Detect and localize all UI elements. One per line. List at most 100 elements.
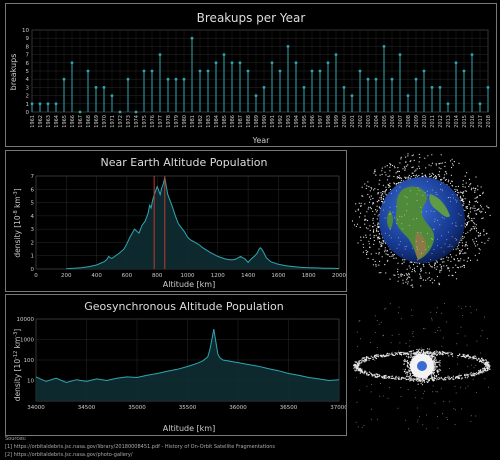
geo-chart: Geosynchronous Altitude Population densi… xyxy=(13,300,348,433)
geo-xlabel: Altitude [km] xyxy=(163,424,215,433)
x-tick-label: 2003 xyxy=(366,115,372,128)
x-tick-label: 1968 xyxy=(86,115,92,128)
x-tick-label: 1990 xyxy=(262,115,268,128)
y-tick-label: 10000 xyxy=(17,317,35,323)
x-tick-label: 400 xyxy=(91,273,102,279)
near-earth-ylabel: density [10-8 km-3] xyxy=(13,188,22,257)
x-tick-label: 1992 xyxy=(278,115,284,128)
x-tick-label: 1974 xyxy=(134,115,140,128)
stem-marker xyxy=(222,53,226,56)
x-tick-label: 800 xyxy=(152,273,163,279)
x-tick-label: 1999 xyxy=(334,115,340,128)
x-tick-label: 1975 xyxy=(142,115,148,128)
y-tick-label: 10 xyxy=(27,379,34,385)
x-tick-label: 1997 xyxy=(318,115,324,128)
y-tick-label: 0 xyxy=(31,267,35,273)
density-area xyxy=(36,329,339,401)
x-tick-label: 1978 xyxy=(166,115,172,128)
source-link-1[interactable]: [1] https://orbitaldebris.jsc.nasa.gov/l… xyxy=(5,444,276,450)
x-tick-label: 2010 xyxy=(422,115,428,128)
y-tick-label: 1000 xyxy=(20,338,34,344)
stem-marker xyxy=(102,86,106,89)
stem-marker xyxy=(470,53,474,56)
sources-heading: Sources: xyxy=(5,436,27,442)
density-line xyxy=(35,329,340,384)
y-tick-label: 3 xyxy=(26,85,30,91)
stem-marker xyxy=(246,69,250,73)
x-tick-label: 34000 xyxy=(27,405,45,411)
stem-marker xyxy=(78,110,82,114)
stem-marker xyxy=(110,94,114,97)
geo-ylabel: density [10-12 km-3] xyxy=(13,329,22,402)
geo-panel: Geosynchronous Altitude Population densi… xyxy=(5,294,348,436)
stem-marker xyxy=(262,86,266,89)
x-tick-label: 1996 xyxy=(310,115,316,128)
stem-marker xyxy=(446,102,450,106)
stem-marker xyxy=(166,77,170,81)
x-tick-label: 1983 xyxy=(206,115,212,128)
stem-marker xyxy=(302,86,306,89)
y-tick-label: 0 xyxy=(26,110,30,116)
x-tick-label: 1994 xyxy=(294,115,300,128)
x-tick-label: 36000 xyxy=(229,405,247,411)
y-tick-label: 1 xyxy=(26,102,30,108)
x-tick-label: 1993 xyxy=(286,115,292,128)
stem-marker xyxy=(366,77,370,81)
geo-title: Geosynchronous Altitude Population xyxy=(84,300,283,313)
stem-marker xyxy=(118,110,122,114)
x-tick-label: 2000 xyxy=(332,273,346,279)
stem-marker xyxy=(254,94,258,97)
stem-marker xyxy=(430,86,434,89)
x-tick-label: 2017 xyxy=(478,115,484,128)
stem-marker xyxy=(414,77,418,81)
stem-marker xyxy=(190,36,194,40)
x-tick-label: 1987 xyxy=(238,115,244,128)
x-tick-label: 2016 xyxy=(470,115,476,128)
x-tick-label: 1972 xyxy=(118,115,124,128)
stem-marker xyxy=(342,86,346,89)
x-tick-label: 1976 xyxy=(150,115,156,128)
stem-marker xyxy=(422,69,426,73)
source-link-2[interactable]: [2] https://orbitaldebris.jsc.nasa.gov/p… xyxy=(5,452,133,458)
stem-marker xyxy=(30,102,34,106)
earth-globe-icon xyxy=(351,153,491,288)
x-tick-label: 2009 xyxy=(414,115,420,128)
x-tick-label: 0 xyxy=(34,273,38,279)
stem-marker xyxy=(46,102,50,106)
stem-marker xyxy=(134,110,138,114)
y-tick-label: 6 xyxy=(26,61,30,67)
stem-marker xyxy=(358,69,362,73)
stem-marker xyxy=(158,53,162,56)
stem-marker xyxy=(462,69,466,73)
y-tick-label: 8 xyxy=(26,44,30,50)
breakups-ylabel: breakups xyxy=(9,54,18,91)
x-tick-label: 600 xyxy=(122,273,133,279)
stem-marker xyxy=(374,77,378,81)
stem-marker xyxy=(286,45,290,48)
stem-marker xyxy=(270,61,274,65)
stem-marker xyxy=(350,94,354,97)
breakups-title: Breakups per Year xyxy=(197,11,306,25)
y-tick-label: 4 xyxy=(31,214,35,220)
x-tick-label: 2008 xyxy=(406,115,412,128)
x-tick-label: 1984 xyxy=(214,115,220,128)
stem-marker xyxy=(198,69,202,73)
near-earth-panel: Near Earth Altitude Population density [… xyxy=(5,150,347,292)
x-tick-label: 1200 xyxy=(211,273,225,279)
x-tick-label: 1980 xyxy=(182,115,188,128)
stem-marker xyxy=(310,69,314,73)
x-tick-label: 1985 xyxy=(222,115,228,128)
stem-marker xyxy=(230,61,234,65)
stem-marker xyxy=(86,69,90,73)
x-tick-label: 2012 xyxy=(438,115,444,128)
stem-marker xyxy=(334,53,338,56)
stem-marker xyxy=(62,77,66,81)
x-tick-label: 1967 xyxy=(78,115,84,128)
y-tick-label: 2 xyxy=(26,94,30,100)
x-tick-label: 1989 xyxy=(254,115,260,128)
stem-marker xyxy=(174,77,178,81)
x-tick-label: 1965 xyxy=(62,115,68,128)
stem-marker xyxy=(398,53,402,56)
x-tick-label: 36500 xyxy=(280,405,298,411)
x-tick-label: 2002 xyxy=(358,115,364,128)
